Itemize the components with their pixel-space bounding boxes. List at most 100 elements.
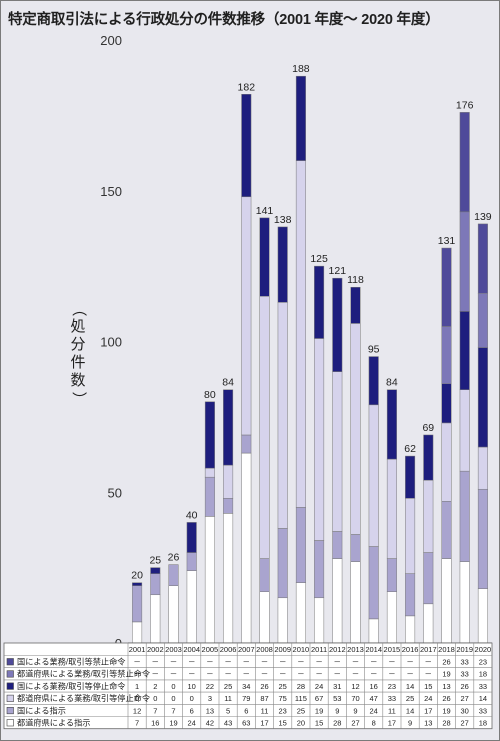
table-cell: 79 bbox=[242, 694, 250, 703]
table-cell: 23 bbox=[279, 706, 287, 715]
table-cell: 26 bbox=[260, 682, 268, 691]
year-label: 2015 bbox=[384, 645, 401, 654]
plot-area bbox=[128, 40, 492, 643]
table-cell: － bbox=[425, 670, 433, 679]
bar-segment bbox=[259, 217, 270, 297]
table-cell: 24 bbox=[424, 694, 432, 703]
table-cell: － bbox=[224, 670, 232, 679]
table-cell: 19 bbox=[315, 706, 323, 715]
bar-segment bbox=[441, 422, 452, 502]
bar-segment bbox=[459, 561, 470, 644]
y-tick-label: 200 bbox=[100, 33, 122, 48]
bar-segment bbox=[332, 531, 343, 559]
table-cell: 10 bbox=[188, 682, 196, 691]
y-axis-label: （処分件数） bbox=[68, 300, 88, 408]
bar-segment bbox=[332, 558, 343, 644]
table-cell: 27 bbox=[351, 719, 359, 728]
year-label: 2006 bbox=[220, 645, 237, 654]
bar-total-label: 20 bbox=[131, 570, 143, 582]
year-label: 2001 bbox=[129, 645, 146, 654]
table-cell: － bbox=[370, 670, 378, 679]
bar-segment bbox=[441, 383, 452, 424]
legend-swatch bbox=[6, 670, 14, 678]
bar-segment bbox=[132, 621, 143, 644]
table-cell: 70 bbox=[351, 694, 359, 703]
bar-segment bbox=[350, 286, 361, 324]
table-cell: 33 bbox=[388, 694, 396, 703]
table-cell: － bbox=[152, 670, 160, 679]
table-cell: 15 bbox=[279, 719, 287, 728]
table-cell: 9 bbox=[353, 706, 357, 715]
year-label: 2017 bbox=[420, 645, 437, 654]
bar-total-label: 182 bbox=[238, 81, 256, 93]
table-cell: － bbox=[279, 658, 287, 667]
table-cell: 15 bbox=[315, 719, 323, 728]
table-cell: 17 bbox=[260, 719, 268, 728]
bar-segment bbox=[441, 501, 452, 559]
table-cell: 17 bbox=[424, 706, 432, 715]
y-tick-label: 100 bbox=[100, 335, 122, 350]
table-cell: 14 bbox=[479, 694, 487, 703]
table-cell: 14 bbox=[406, 706, 414, 715]
legend-swatch bbox=[6, 719, 14, 727]
year-label: 2013 bbox=[347, 645, 364, 654]
table-cell: 19 bbox=[442, 706, 450, 715]
table-cell: 19 bbox=[169, 719, 177, 728]
bar-segment bbox=[259, 591, 270, 644]
bar-segment bbox=[204, 476, 215, 517]
table-cell: － bbox=[188, 670, 196, 679]
bar-segment bbox=[241, 196, 252, 436]
bar-segment bbox=[223, 513, 234, 644]
bar-segment bbox=[405, 573, 416, 617]
table-cell: 3 bbox=[208, 694, 212, 703]
bar-segment bbox=[332, 371, 343, 532]
table-cell: － bbox=[170, 670, 178, 679]
table-cell: 43 bbox=[224, 719, 232, 728]
bar-segment bbox=[277, 597, 288, 644]
legend-label: 都道府県による業務/取引等停止命令 bbox=[17, 693, 150, 703]
table-cell: － bbox=[279, 670, 287, 679]
table-cell: 28 bbox=[297, 682, 305, 691]
bar-segment bbox=[423, 479, 434, 553]
table-cell: － bbox=[206, 658, 214, 667]
table-cell: 28 bbox=[442, 719, 450, 728]
table-cell: － bbox=[406, 658, 414, 667]
bar-segment bbox=[386, 458, 397, 559]
legend-label: 国による指示 bbox=[17, 705, 66, 715]
table-cell: 13 bbox=[442, 682, 450, 691]
bar-segment bbox=[168, 585, 179, 644]
year-label: 2018 bbox=[438, 645, 455, 654]
bar-segment bbox=[132, 582, 143, 586]
bar-segment bbox=[259, 558, 270, 592]
table-cell: 7 bbox=[135, 719, 139, 728]
year-label: 2011 bbox=[311, 645, 327, 654]
table-cell: 25 bbox=[297, 706, 305, 715]
y-tick-label: 150 bbox=[100, 184, 122, 199]
table-cell: － bbox=[352, 670, 360, 679]
bar-segment bbox=[332, 277, 343, 372]
chart-title: 特定商取引法による行政処分の件数推移（2001 年度～ 2020 年度） bbox=[8, 12, 440, 28]
table-cell: － bbox=[224, 658, 232, 667]
table-cell: 6 bbox=[190, 706, 194, 715]
table-cell: 16 bbox=[151, 719, 159, 728]
table-cell: 9 bbox=[408, 719, 412, 728]
table-cell: 12 bbox=[133, 706, 141, 715]
bar-total-label: 188 bbox=[292, 63, 310, 75]
bar-segment bbox=[314, 265, 325, 339]
table-cell: 24 bbox=[188, 719, 196, 728]
table-cell: 33 bbox=[479, 706, 487, 715]
year-label: 2003 bbox=[165, 645, 182, 654]
bar-segment bbox=[150, 567, 161, 574]
table-cell: － bbox=[370, 658, 378, 667]
bar-segment bbox=[277, 528, 288, 599]
bar-segment bbox=[186, 522, 197, 553]
bar-segment bbox=[459, 470, 470, 562]
table-cell: 8 bbox=[372, 719, 376, 728]
table-cell: 22 bbox=[206, 682, 214, 691]
bar-segment bbox=[459, 211, 470, 312]
bar-segment bbox=[204, 467, 215, 478]
table-cell: 25 bbox=[224, 682, 232, 691]
bar-segment bbox=[441, 558, 452, 644]
table-cell: 30 bbox=[461, 706, 469, 715]
legend-swatch bbox=[6, 682, 14, 690]
